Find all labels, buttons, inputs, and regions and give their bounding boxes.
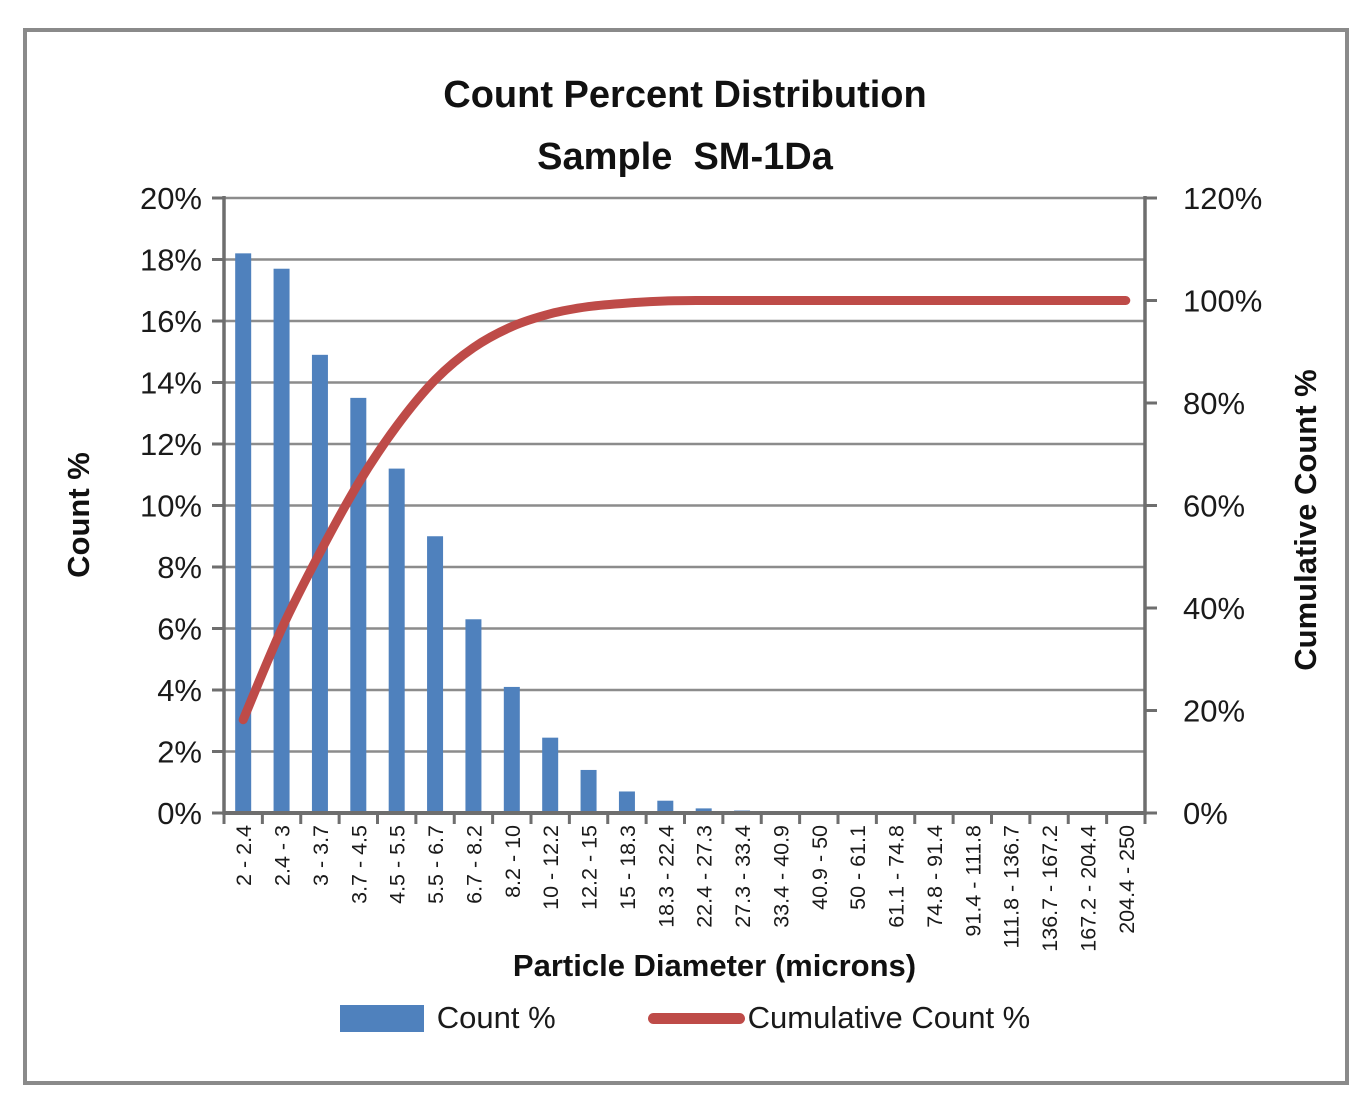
bar	[388, 468, 405, 813]
x-axis-tick-label: 91.4 - 111.8	[961, 825, 985, 937]
bar	[235, 253, 252, 814]
chart-title: Count Percent Distribution Sample SM-1Da	[23, 64, 1347, 188]
cumulative-series-swatch-icon	[647, 1012, 745, 1024]
left-axis-tick-label: 8%	[157, 550, 202, 585]
x-axis-tick-label: 50 - 61.1	[846, 825, 870, 910]
chart-title-line-1: Count Percent Distribution	[443, 74, 927, 116]
x-axis-tick-label: 15 - 18.3	[616, 825, 640, 910]
x-axis-tick-label: 10 - 12.2	[539, 825, 563, 910]
legend-item-cumulative: Cumulative Count %	[647, 1000, 1031, 1036]
count-series-swatch-icon	[339, 1004, 424, 1032]
legend-count-label: Count %	[436, 1000, 556, 1035]
bar	[695, 808, 712, 813]
x-axis-tick-label: 2.4 - 3	[271, 825, 295, 886]
left-axis-tick-label: 12%	[140, 427, 202, 462]
bar	[311, 354, 328, 813]
x-axis-tick-label: 27.3 - 33.4	[731, 825, 755, 928]
legend-item-count: Count %	[339, 1000, 556, 1036]
x-axis-tick-label: 22.4 - 27.3	[693, 825, 717, 928]
x-axis-tick-label: 4.5 - 5.5	[386, 825, 410, 904]
bar	[503, 686, 520, 813]
right-axis-tick-label: 60%	[1183, 489, 1245, 524]
x-axis-tick-label: 74.8 - 91.4	[923, 825, 947, 928]
x-axis-tick-label: 167.2 - 204.4	[1076, 825, 1100, 952]
bar	[273, 268, 290, 814]
x-axis-tick-label: 6.7 - 8.2	[462, 825, 486, 904]
cumulative-line	[238, 295, 1131, 725]
bar	[427, 536, 444, 813]
chart-title-line-2: Sample SM-1Da	[537, 136, 833, 178]
right-axis-tick-label: 20%	[1183, 694, 1245, 729]
bar	[618, 791, 635, 813]
right-axis-tick-label: 120%	[1183, 181, 1262, 216]
x-axis-tick-label: 2 - 2.4	[232, 825, 256, 886]
left-axis-tick-label: 6%	[157, 612, 202, 647]
x-axis-tick-label: 40.9 - 50	[808, 825, 832, 910]
left-axis-tick-label: 18%	[140, 243, 202, 278]
left-axis-tick-label: 2%	[157, 735, 202, 770]
left-axis-tick-label: 0%	[157, 796, 202, 831]
x-axis-tick-label: 3 - 3.7	[309, 825, 333, 886]
left-axis-tick-label: 4%	[157, 673, 202, 708]
x-axis-title: Particle Diameter (microns)	[512, 948, 917, 983]
bar	[465, 619, 482, 813]
bar	[580, 769, 597, 813]
bar	[350, 397, 367, 813]
legend-cumulative-label: Cumulative Count %	[747, 1000, 1031, 1035]
x-axis-tick-label: 3.7 - 4.5	[347, 825, 371, 904]
x-axis-tick-label: 5.5 - 6.7	[424, 825, 448, 904]
x-axis-tick-label: 204.4 - 250	[1115, 825, 1139, 934]
legend: Count % Cumulative Count %	[23, 1000, 1347, 1036]
x-axis-tick-label: 61.1 - 74.8	[885, 825, 909, 928]
x-axis-tick-label: 136.7 - 167.2	[1038, 825, 1062, 952]
bar	[542, 737, 559, 813]
bar	[657, 800, 674, 813]
left-axis-tick-label: 14%	[140, 366, 202, 401]
right-axis-tick-label: 40%	[1183, 591, 1245, 626]
x-axis-tick-label: 18.3 - 22.4	[654, 825, 678, 928]
right-axis-tick-label: 100%	[1183, 284, 1262, 319]
left-axis-title: Count %	[61, 452, 96, 578]
x-axis-tick-label: 33.4 - 40.9	[769, 825, 793, 928]
x-axis-tick-label: 12.2 - 15	[578, 825, 602, 910]
x-axis-tick-label: 8.2 - 10	[501, 825, 525, 898]
left-axis-tick-label: 10%	[140, 489, 202, 524]
right-axis-tick-label: 0%	[1183, 796, 1228, 831]
x-axis-tick-label: 111.8 - 136.7	[1000, 825, 1024, 949]
right-axis-tick-label: 80%	[1183, 386, 1245, 421]
right-axis-title: Cumulative Count %	[1288, 369, 1323, 671]
left-axis-tick-label: 16%	[140, 304, 202, 339]
left-axis-tick-label: 20%	[140, 181, 202, 216]
